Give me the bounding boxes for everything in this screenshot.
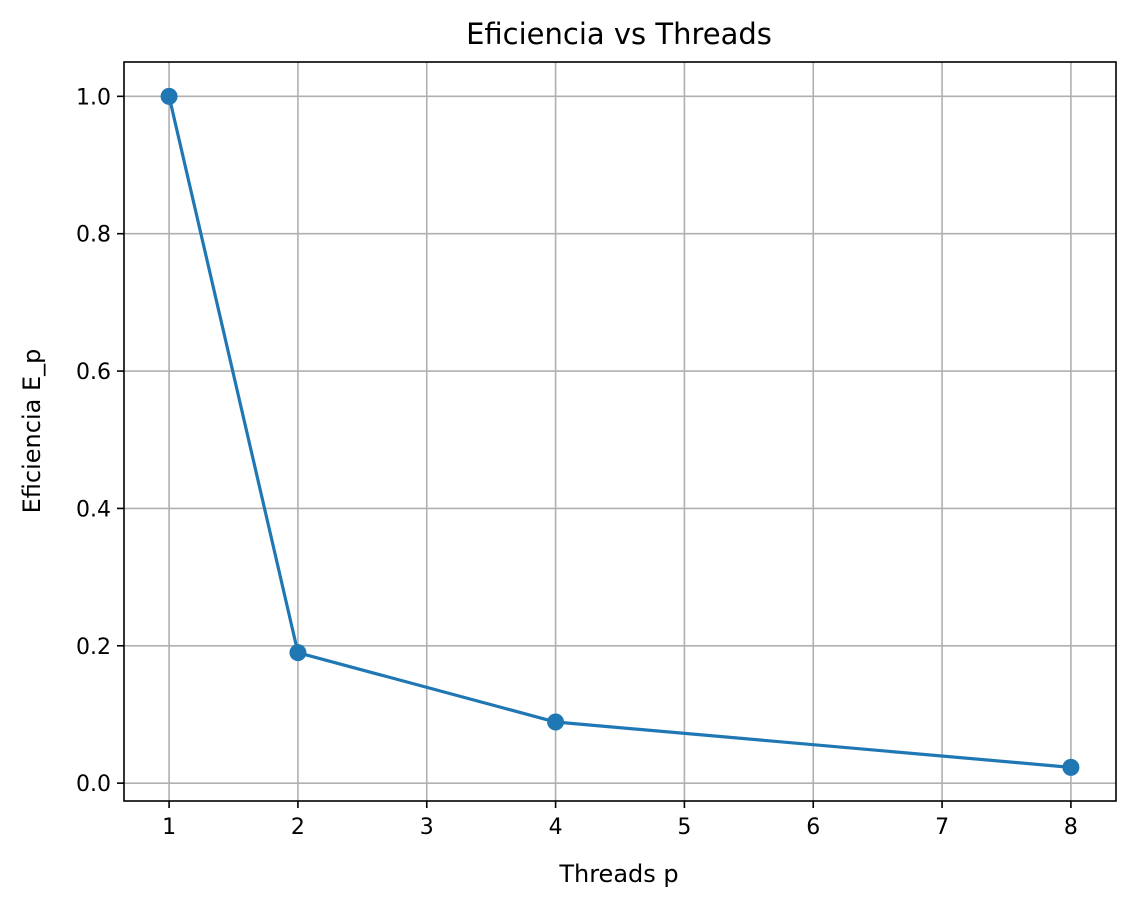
x-tick-label: 2 — [291, 815, 305, 840]
data-point — [289, 644, 307, 662]
grid — [124, 62, 1116, 801]
x-tick-label: 6 — [806, 815, 820, 840]
x-axis: 1 2 3 4 5 6 7 8 — [162, 801, 1078, 840]
chart-title: Eficiencia vs Threads — [466, 17, 772, 51]
y-axis: 0.0 0.2 0.4 0.6 0.8 1.0 — [76, 85, 124, 797]
y-tick-label: 0.6 — [76, 360, 111, 385]
plot-frame — [123, 61, 1117, 802]
x-tick-label: 5 — [677, 815, 691, 840]
x-tick-label: 1 — [162, 815, 176, 840]
series-line — [167, 95, 1072, 769]
y-axis-label: Eficiencia E_p — [18, 349, 46, 514]
x-tick-label: 4 — [549, 815, 563, 840]
x-tick-label: 8 — [1064, 815, 1078, 840]
y-tick-label: 0.0 — [76, 772, 111, 797]
y-tick-label: 0.2 — [76, 635, 111, 660]
series-layer — [160, 87, 1080, 776]
data-point — [1062, 758, 1080, 776]
y-tick-label: 1.0 — [76, 85, 111, 110]
data-point — [547, 713, 565, 731]
data-point — [160, 87, 178, 105]
x-axis-label: Threads p — [558, 860, 678, 888]
x-tick-label: 3 — [420, 815, 434, 840]
y-tick-label: 0.8 — [76, 223, 111, 248]
y-tick-label: 0.4 — [76, 497, 111, 522]
x-tick-label: 7 — [935, 815, 949, 840]
